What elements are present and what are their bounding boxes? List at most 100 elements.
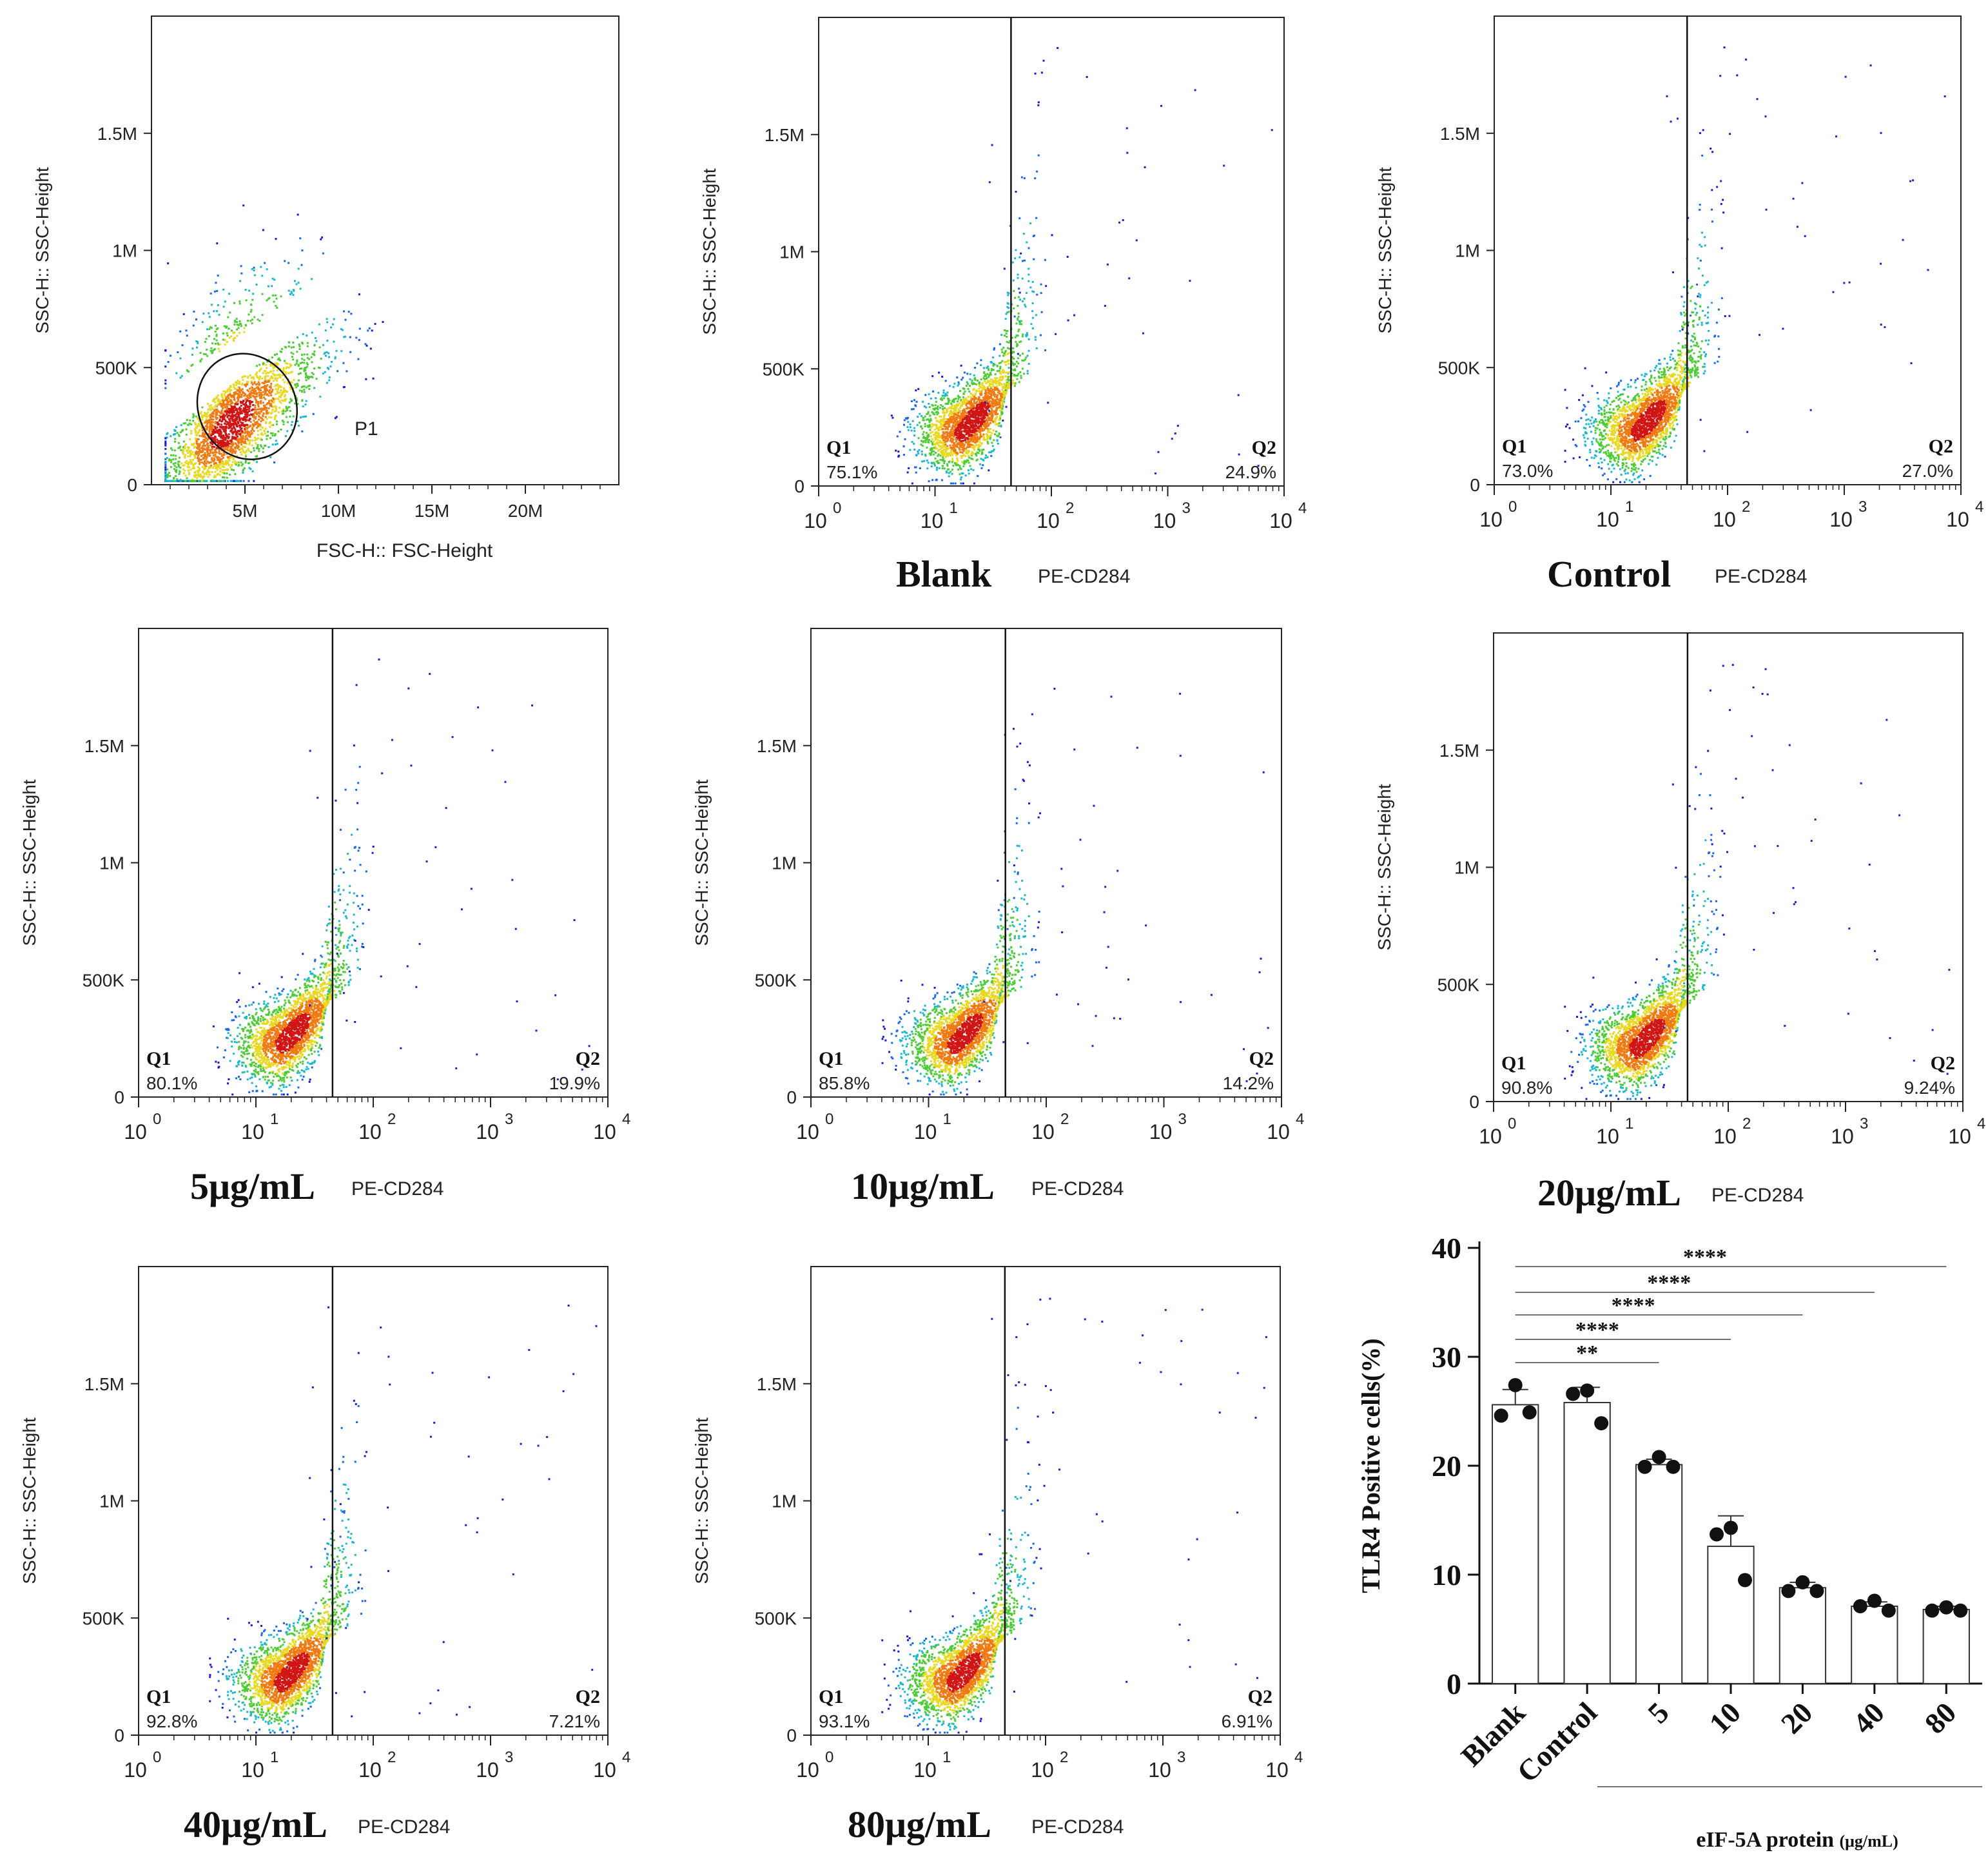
event-dot [233, 411, 235, 414]
event-dot [217, 442, 220, 445]
event-dot [942, 420, 945, 422]
event-dot [172, 477, 175, 480]
event-dot [998, 432, 1000, 434]
event-dot [215, 333, 218, 336]
event-dot [940, 399, 943, 402]
event-dot [965, 451, 968, 453]
event-dot [208, 335, 210, 337]
event-dot [961, 443, 964, 446]
event-dot [246, 423, 249, 426]
event-dot [227, 444, 229, 447]
event-dot [198, 467, 200, 470]
event-dot [951, 440, 954, 442]
event-dot [238, 386, 240, 389]
event-dot [291, 356, 293, 358]
event-dot [1005, 332, 1008, 335]
event-dot [202, 442, 205, 444]
event-dot [945, 471, 948, 474]
event-dot [196, 433, 199, 436]
event-dot [1005, 313, 1008, 315]
event-dot [939, 407, 942, 409]
event-dot [1042, 59, 1045, 62]
event-dot [1017, 353, 1019, 355]
event-dot [327, 352, 330, 355]
event-dot [960, 430, 963, 432]
event-dot [215, 464, 218, 467]
event-dot [177, 465, 180, 468]
event-dot [218, 401, 220, 403]
event-dot [991, 414, 994, 417]
event-dot [210, 327, 213, 329]
event-dot [268, 372, 270, 374]
event-dot [311, 372, 313, 374]
event-dot [265, 364, 268, 366]
event-dot [922, 400, 924, 403]
event-dot [186, 466, 189, 469]
event-dot [949, 444, 951, 447]
event-dot [244, 394, 246, 396]
event-dot [262, 419, 264, 422]
event-dot [221, 399, 224, 402]
event-dot [999, 397, 1002, 400]
event-dot [986, 376, 988, 379]
event-dot [164, 365, 167, 368]
event-dot [164, 462, 167, 465]
event-dot [259, 396, 262, 399]
event-dot [265, 412, 268, 414]
event-dot [957, 400, 959, 403]
event-dot [913, 427, 915, 429]
event-dot [240, 384, 243, 386]
event-dot [275, 364, 278, 366]
event-dot [207, 421, 210, 423]
event-dot [1028, 349, 1030, 352]
event-dot [229, 403, 232, 405]
event-dot [311, 353, 314, 355]
event-dot [239, 302, 241, 305]
event-dot [200, 480, 203, 482]
event-dot [943, 467, 946, 470]
event-dot [193, 463, 196, 465]
event-dot [942, 416, 945, 418]
event-dot [240, 272, 243, 275]
event-dot [224, 395, 226, 398]
event-dot [199, 473, 202, 476]
event-dot [216, 441, 219, 443]
event-dot [269, 371, 272, 373]
event-dot [957, 460, 959, 462]
event-dot [313, 367, 316, 370]
event-dot [1118, 221, 1121, 224]
event-dot [924, 439, 927, 442]
event-dot [177, 447, 180, 449]
event-dot [248, 480, 250, 482]
event-dot [217, 431, 219, 434]
event-dot [987, 442, 989, 445]
event-dot [993, 405, 995, 407]
event-dot [964, 411, 966, 414]
event-dot [251, 409, 253, 412]
event-dot [328, 356, 331, 358]
event-dot [219, 452, 221, 455]
event-dot [970, 468, 973, 471]
event-dot [186, 480, 189, 482]
event-dot [1018, 328, 1020, 331]
event-dot [952, 434, 955, 436]
event-dot [237, 441, 239, 443]
event-dot [975, 402, 977, 404]
event-dot [998, 422, 1000, 424]
event-dot [219, 441, 222, 443]
event-dot [177, 463, 179, 465]
event-dot [199, 360, 202, 362]
event-dot [890, 414, 893, 417]
event-dot [258, 411, 260, 414]
event-dot [298, 343, 300, 345]
event-dot [284, 410, 287, 413]
event-dot [215, 409, 218, 411]
event-dot [287, 372, 290, 374]
event-dot [262, 413, 265, 415]
event-dot [1013, 357, 1015, 360]
event-dot [1067, 319, 1069, 322]
event-dot [942, 444, 945, 447]
event-dot [186, 419, 188, 422]
event-dot [168, 459, 170, 462]
event-dot [1006, 385, 1009, 387]
